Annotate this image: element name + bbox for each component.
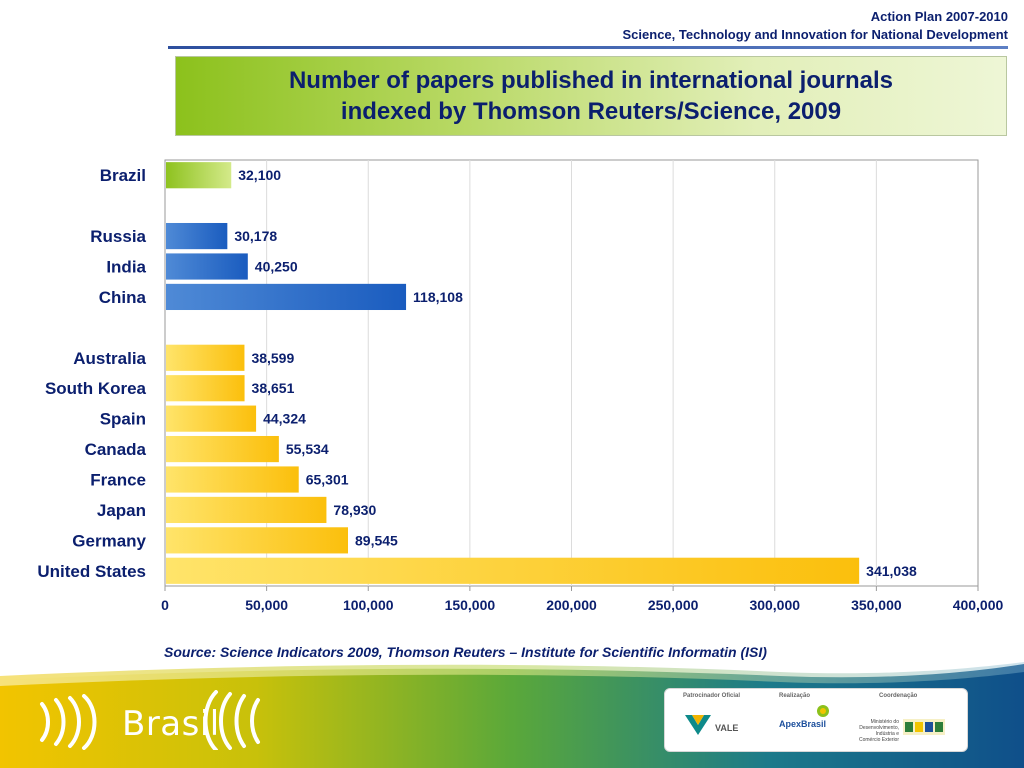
category-label: China [99, 288, 147, 307]
x-tick-label: 150,000 [445, 597, 496, 613]
vale-logo-icon [685, 715, 711, 735]
bar [166, 344, 245, 371]
apex-logo-icon [817, 705, 829, 717]
chart-title-line-1: Number of papers published in internatio… [288, 67, 894, 94]
data-label: 38,599 [251, 350, 294, 366]
data-label: 118,108 [413, 289, 463, 305]
data-label: 40,250 [255, 259, 298, 275]
bar [166, 466, 299, 493]
footer-banner: Brasil Patrocinador Oficial Realização C… [0, 662, 1024, 768]
category-label: South Korea [45, 379, 147, 398]
source-note: Source: Science Indicators 2009, Thomson… [164, 644, 767, 660]
x-tick-label: 300,000 [749, 597, 800, 613]
bar [166, 405, 257, 432]
category-label: Spain [100, 410, 146, 429]
category-label: United States [37, 562, 146, 581]
bar [166, 557, 860, 584]
x-tick-label: 50,000 [245, 597, 288, 613]
brand-wordmark: Brasil [122, 704, 220, 744]
bar [166, 283, 407, 311]
category-label: Brazil [100, 166, 146, 185]
bar [166, 253, 248, 280]
bar [166, 222, 228, 250]
data-label: 89,545 [355, 532, 398, 548]
header-line-1: Action Plan 2007-2010 [870, 9, 1008, 24]
x-tick-label: 350,000 [851, 597, 902, 613]
x-tick-label: 250,000 [648, 597, 699, 613]
bar [166, 527, 349, 554]
sponsor-box: Patrocinador Oficial Realização Coordena… [664, 688, 968, 752]
x-tick-label: 400,000 [953, 597, 1004, 613]
x-tick-label: 0 [161, 597, 169, 613]
data-label: 341,038 [866, 563, 917, 579]
bar-chart: 0 50,000 100,000 150,000 200,000 250,000 300,0… [37, 159, 1004, 613]
bar [166, 375, 245, 402]
category-label: Russia [90, 227, 146, 246]
data-label: 65,301 [306, 472, 349, 488]
data-label: 44,324 [263, 411, 306, 427]
bar [166, 496, 327, 524]
x-tick-label: 100,000 [343, 597, 394, 613]
bar [166, 435, 279, 463]
header-rule [168, 46, 1008, 49]
brand-wave-left-icon [40, 694, 97, 750]
category-label: Japan [97, 501, 146, 520]
apex-wordmark: ApexBrasil [779, 719, 827, 729]
data-label: 30,178 [234, 228, 277, 244]
category-label: Germany [72, 531, 146, 550]
category-label: France [90, 471, 146, 490]
sponsor-label: Patrocinador Oficial [683, 693, 741, 699]
bar [166, 162, 232, 189]
title-box: Number of papers published in internatio… [175, 56, 1007, 136]
header-line-2: Science, Technology and Innovation for N… [622, 27, 1008, 42]
data-label: 38,651 [252, 380, 295, 396]
data-label: 55,534 [286, 441, 329, 457]
coordination-label: Coordenação [879, 693, 918, 699]
category-label: Canada [85, 440, 147, 459]
chart-title-line-2: indexed by Thomson Reuters/Science, 2009 [340, 98, 842, 125]
category-label: India [106, 258, 146, 277]
vale-wordmark: VALE [715, 723, 739, 733]
data-label: 32,100 [238, 167, 281, 183]
brazil-government-logo-icon [903, 719, 945, 735]
x-tick-label: 200,000 [546, 597, 597, 613]
ministry-text: Ministério do Desenvolvimento, Indústria… [858, 719, 899, 743]
brand-wave-right-icon [203, 690, 260, 750]
data-label: 78,930 [333, 502, 376, 518]
category-label: Australia [73, 349, 146, 368]
header: Action Plan 2007-2010 Science, Technolog… [623, 8, 1008, 44]
realization-label: Realização [779, 693, 811, 699]
